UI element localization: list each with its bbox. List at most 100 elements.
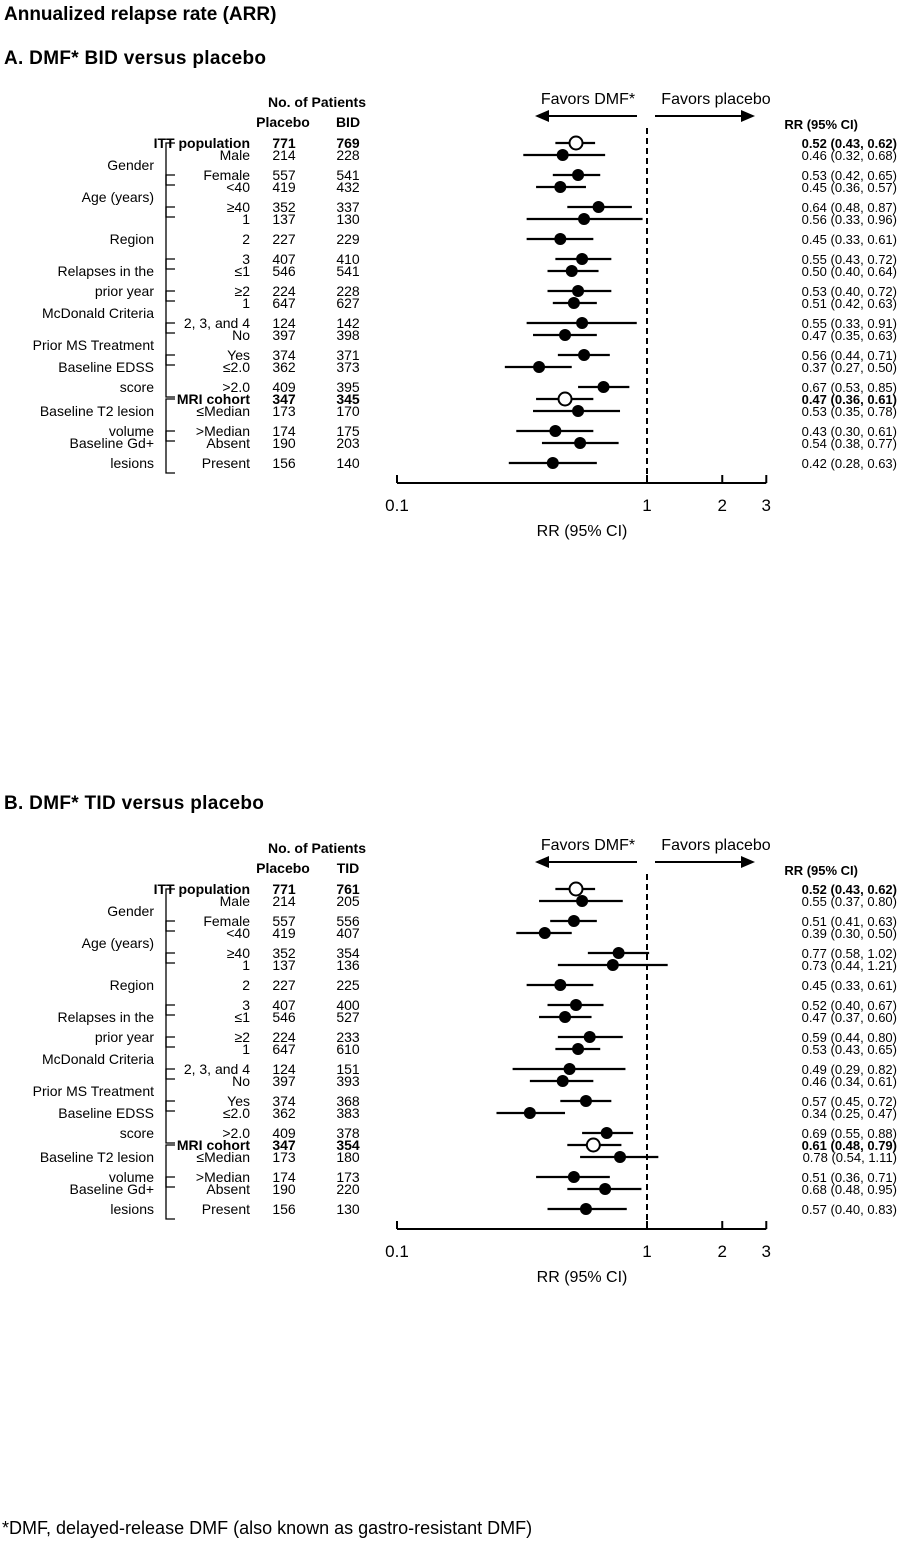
placebo-count: 190	[272, 1181, 296, 1197]
placebo-count: 546	[272, 1009, 296, 1025]
placebo-count: 409	[272, 379, 296, 395]
point-estimate	[549, 425, 562, 437]
group-bracket	[165, 354, 175, 398]
group-bracket	[165, 1100, 175, 1144]
x-axis-title: RR (95% CI)	[537, 1269, 628, 1286]
treatment-count: 130	[336, 1201, 360, 1217]
rr-ci-value: 0.56 (0.44, 0.71)	[802, 348, 897, 363]
page-title: Annualized relapse rate (ARR)	[4, 4, 277, 25]
group-label: Region	[110, 231, 154, 247]
favors-dmf-arrowhead	[535, 110, 549, 122]
group-label: volume	[109, 1169, 154, 1185]
point-estimate	[597, 381, 610, 393]
treatment-count: 432	[336, 179, 360, 195]
row-sublabel: Male	[220, 893, 251, 909]
rr-ci-value: 0.42 (0.28, 0.63)	[802, 456, 897, 471]
group-label: Relapses in the	[57, 1009, 154, 1025]
placebo-count: 174	[272, 1169, 296, 1185]
rr-ci-header: RR (95% CI)	[784, 863, 858, 878]
treatment-count: 130	[336, 211, 360, 227]
treatment-count: 228	[336, 147, 360, 163]
row-sublabel: <40	[226, 925, 250, 941]
footnote: *DMF, delayed-release DMF (also known as…	[2, 1518, 533, 1538]
x-axis-title: RR (95% CI)	[537, 523, 628, 540]
rr-ci-value: 0.45 (0.33, 0.61)	[802, 978, 897, 993]
placebo-count: 224	[272, 283, 296, 299]
group-label: prior year	[95, 1029, 154, 1045]
treatment-count: 228	[336, 283, 360, 299]
x-tick-label: 3	[762, 496, 771, 515]
point-estimate	[559, 1011, 572, 1023]
row-sublabel: No	[232, 327, 250, 343]
treatment-count: 400	[336, 997, 360, 1013]
row-sublabel: ≤2.0	[223, 1105, 250, 1121]
point-estimate-open	[585, 1137, 601, 1153]
group-label: Relapses in the	[57, 263, 154, 279]
row-sublabel: ≥2	[235, 1029, 251, 1045]
treatment-count: 354	[336, 945, 360, 961]
placebo-count: 156	[272, 1201, 296, 1217]
rr-ci-value: 0.57 (0.40, 0.83)	[802, 1202, 897, 1217]
group-label: volume	[109, 423, 154, 439]
x-tick-label: 3	[762, 1242, 771, 1261]
row-sublabel: ≥2	[235, 283, 251, 299]
point-estimate-open	[568, 135, 584, 151]
row-sublabel: ≤1	[235, 263, 251, 279]
treatment-count: 140	[336, 455, 360, 471]
x-tick-label: 2	[718, 1242, 727, 1261]
placebo-column-header: Placebo	[256, 860, 310, 876]
treatment-count: 373	[336, 359, 360, 375]
point-estimate	[567, 915, 580, 927]
panel-b-title: B. DMF* TID versus placebo	[4, 793, 265, 814]
group-bracket	[165, 174, 175, 218]
row-sublabel: ≥40	[227, 945, 250, 961]
row-sublabel: Absent	[206, 435, 250, 451]
point-estimate	[614, 1151, 627, 1163]
x-tick-label: 1	[642, 1242, 651, 1261]
group-label: Region	[110, 977, 154, 993]
favors-dmf-label: Favors DMF*	[541, 91, 635, 108]
favors-placebo-label: Favors placebo	[661, 91, 770, 108]
treatment-count: 175	[336, 423, 360, 439]
rr-ci-value: 0.52 (0.43, 0.62)	[802, 882, 897, 897]
group-label: McDonald Criteria	[42, 305, 154, 321]
placebo-count: 224	[272, 1029, 296, 1045]
point-estimate	[559, 329, 572, 341]
point-estimate	[554, 233, 567, 245]
point-estimate	[533, 361, 546, 373]
rr-ci-value: 0.61 (0.48, 0.79)	[802, 1138, 897, 1153]
group-label: lesions	[110, 1201, 154, 1217]
row-label: MRI cohort	[177, 1137, 250, 1153]
group-bracket	[165, 290, 175, 334]
point-estimate	[612, 947, 625, 959]
group-label: Baseline EDSS	[58, 1105, 154, 1121]
row-sublabel: >Median	[196, 423, 250, 439]
rr-ci-value: 0.47 (0.36, 0.61)	[802, 392, 897, 407]
row-sublabel: Male	[220, 147, 251, 163]
placebo-count: 156	[272, 455, 296, 471]
placebo-count: 227	[272, 977, 296, 993]
placebo-count: 419	[272, 925, 296, 941]
group-label: McDonald Criteria	[42, 1051, 154, 1067]
panel-a-forest-plot: No. of Patients Placebo BID RR (95% CI) Favo…	[33, 91, 897, 540]
treatment-count: 627	[336, 295, 360, 311]
point-estimate	[570, 999, 583, 1011]
placebo-count: 214	[272, 147, 296, 163]
placebo-count: 374	[272, 347, 296, 363]
treatment-count: 761	[336, 881, 360, 897]
patients-header: No. of Patients	[268, 840, 366, 856]
placebo-count: 647	[272, 295, 296, 311]
treatment-count: 205	[336, 893, 360, 909]
x-tick-label: 0.1	[385, 496, 409, 515]
placebo-count: 362	[272, 359, 296, 375]
treatment-count: 220	[336, 1181, 360, 1197]
row-sublabel: >Median	[196, 1169, 250, 1185]
group-bracket	[165, 206, 175, 270]
point-estimate	[572, 1043, 585, 1055]
point-estimate	[554, 979, 567, 991]
rr-ci-value: 0.34 (0.25, 0.47)	[802, 1106, 897, 1121]
rr-ci-value: 0.77 (0.58, 1.02)	[802, 946, 897, 961]
point-estimate	[576, 317, 589, 329]
row-label: ITT population	[154, 881, 250, 897]
favors-placebo-arrowhead	[741, 856, 755, 868]
